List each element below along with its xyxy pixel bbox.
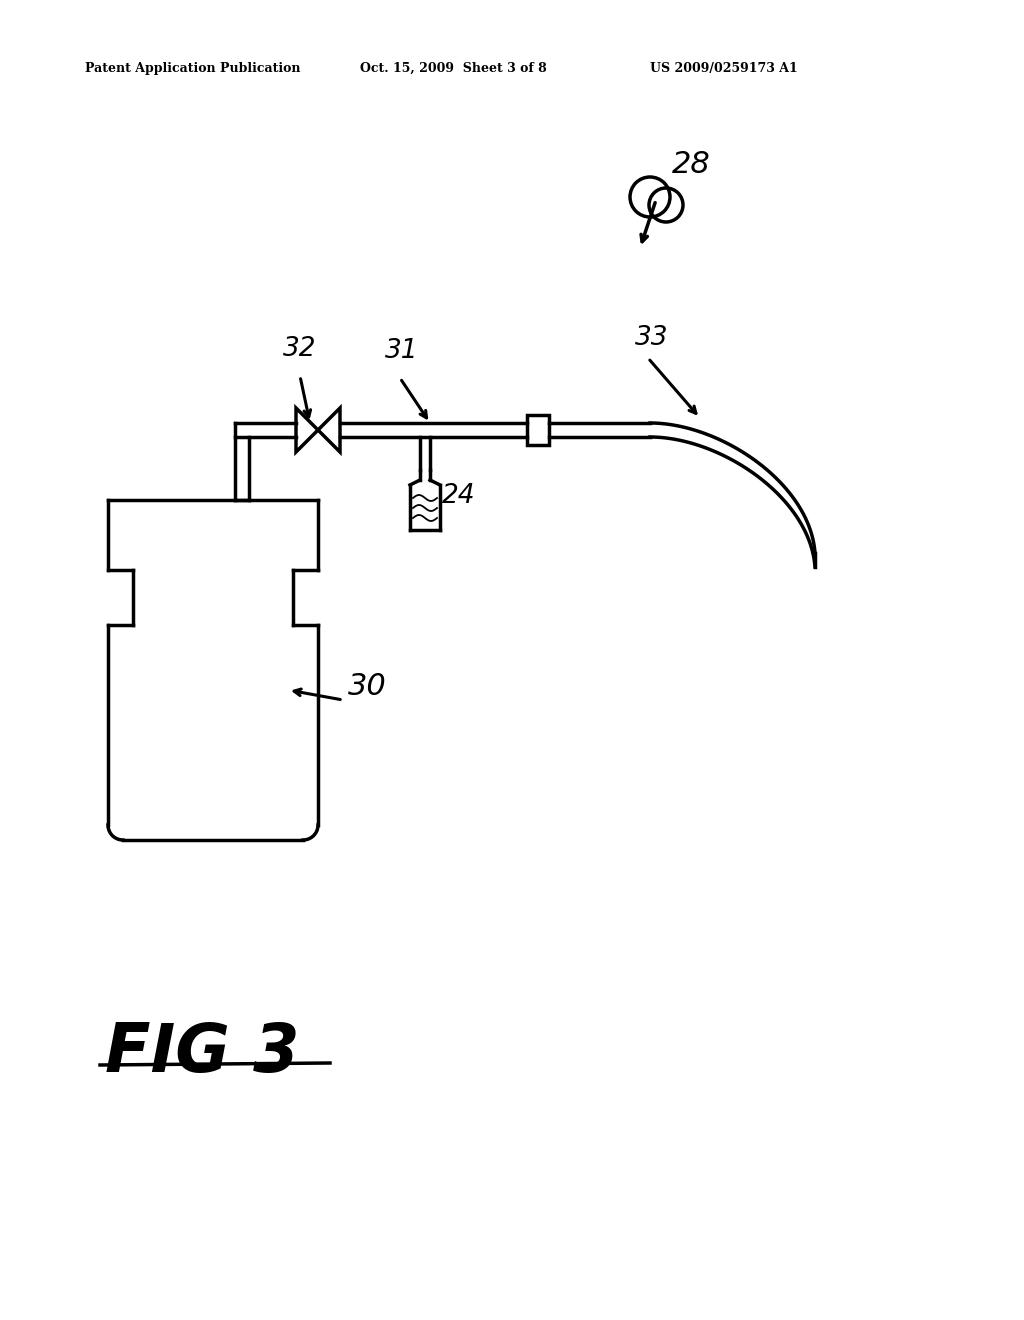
- Text: 30: 30: [348, 672, 387, 701]
- Text: 24: 24: [442, 483, 475, 510]
- Bar: [527, 414, 549, 445]
- Text: 33: 33: [635, 325, 669, 351]
- Text: 31: 31: [385, 338, 419, 364]
- Text: 28: 28: [672, 150, 711, 180]
- Text: US 2009/0259173 A1: US 2009/0259173 A1: [650, 62, 798, 75]
- Text: Patent Application Publication: Patent Application Publication: [85, 62, 300, 75]
- Text: 32: 32: [283, 337, 316, 362]
- Text: Oct. 15, 2009  Sheet 3 of 8: Oct. 15, 2009 Sheet 3 of 8: [360, 62, 547, 75]
- Text: FIG 3: FIG 3: [105, 1020, 299, 1086]
